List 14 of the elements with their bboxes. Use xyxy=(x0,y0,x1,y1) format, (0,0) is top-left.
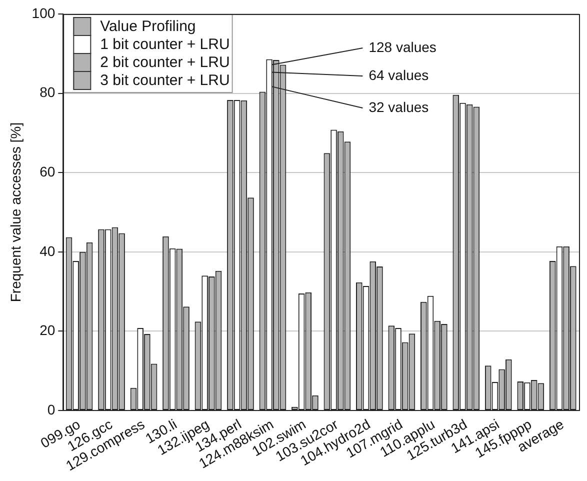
y-tick-label: 60 xyxy=(40,163,56,180)
annotation: 64 values xyxy=(368,66,429,83)
y-tick-label: 80 xyxy=(40,84,56,100)
annotation: 128 values xyxy=(368,38,436,55)
legend-label: Value Profiling xyxy=(100,18,196,36)
y-tick-label: 40 xyxy=(40,242,56,259)
y-tick-label: 20 xyxy=(40,322,56,338)
legend-label: 3 bit counter + LRU xyxy=(100,72,230,90)
legend-label: 2 bit counter + LRU xyxy=(100,54,230,72)
y-tick-label: 100 xyxy=(32,4,56,21)
legend-label: 1 bit counter + LRU xyxy=(100,36,230,54)
y-axis-title: Frequent value accesses [%] xyxy=(7,122,24,302)
annotation: 32 values xyxy=(368,98,429,115)
y-tick-label: 0 xyxy=(47,401,56,418)
